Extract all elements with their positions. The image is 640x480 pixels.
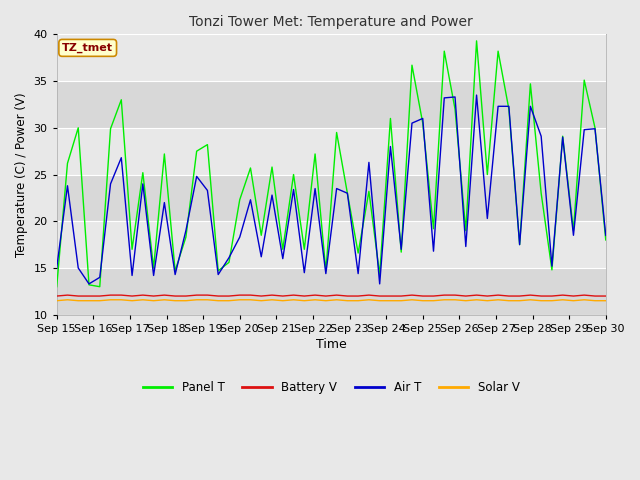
Battery V [63, 292, 71, 298]
Solar V [397, 298, 405, 303]
Title: Tonzi Tower Met: Temperature and Power: Tonzi Tower Met: Temperature and Power [189, 15, 473, 29]
Battery V [602, 293, 609, 299]
Panel T [408, 62, 416, 68]
Air T [473, 92, 481, 98]
Battery V [419, 293, 427, 299]
Panel T [246, 165, 254, 171]
Solar V [570, 298, 577, 303]
Panel T [473, 38, 481, 44]
Air T [85, 281, 93, 287]
Legend: Panel T, Battery V, Air T, Solar V: Panel T, Battery V, Air T, Solar V [138, 377, 524, 399]
Bar [57, 175, 605, 221]
Bar [57, 268, 605, 315]
Text: TZ_tmet: TZ_tmet [62, 43, 113, 53]
Line: Panel T: Panel T [57, 41, 605, 287]
Air T [53, 265, 61, 271]
Air T [107, 181, 115, 187]
Bar [57, 35, 605, 81]
Air T [397, 246, 405, 252]
Air T [257, 254, 265, 260]
Solar V [257, 298, 265, 303]
Solar V [53, 298, 61, 303]
Solar V [63, 297, 71, 303]
Panel T [53, 284, 61, 289]
Battery V [257, 293, 265, 299]
Solar V [602, 298, 609, 303]
Panel T [311, 151, 319, 157]
Bar [57, 128, 605, 175]
Battery V [53, 293, 61, 299]
Solar V [107, 297, 115, 303]
Line: Air T: Air T [57, 95, 605, 284]
Panel T [96, 284, 104, 289]
Panel T [602, 237, 609, 243]
Panel T [387, 116, 394, 121]
Air T [322, 271, 330, 276]
Solar V [322, 298, 330, 303]
Line: Battery V: Battery V [57, 295, 605, 296]
X-axis label: Time: Time [316, 338, 347, 351]
Solar V [419, 298, 427, 303]
Battery V [322, 293, 330, 299]
Air T [419, 116, 427, 121]
Y-axis label: Temperature (C) / Power (V): Temperature (C) / Power (V) [15, 92, 28, 257]
Air T [602, 232, 609, 238]
Battery V [570, 293, 577, 299]
Panel T [570, 228, 577, 233]
Bar [57, 81, 605, 128]
Air T [355, 271, 362, 276]
Bar [57, 221, 605, 268]
Battery V [397, 293, 405, 299]
Battery V [107, 292, 115, 298]
